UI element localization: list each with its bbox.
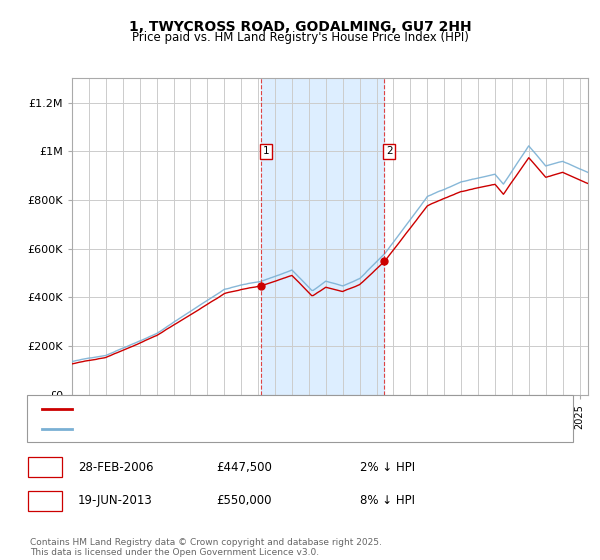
Text: 28-FEB-2006: 28-FEB-2006 xyxy=(78,460,154,474)
Text: 1: 1 xyxy=(41,460,49,474)
Text: 19-JUN-2013: 19-JUN-2013 xyxy=(78,494,153,507)
Text: HPI: Average price, detached house, Waverley: HPI: Average price, detached house, Wave… xyxy=(81,424,322,434)
Text: £447,500: £447,500 xyxy=(216,460,272,474)
Text: 1, TWYCROSS ROAD, GODALMING, GU7 2HH (detached house): 1, TWYCROSS ROAD, GODALMING, GU7 2HH (de… xyxy=(81,404,407,414)
Text: 8% ↓ HPI: 8% ↓ HPI xyxy=(360,494,415,507)
Text: Price paid vs. HM Land Registry's House Price Index (HPI): Price paid vs. HM Land Registry's House … xyxy=(131,31,469,44)
Text: £550,000: £550,000 xyxy=(216,494,271,507)
Text: 1, TWYCROSS ROAD, GODALMING, GU7 2HH: 1, TWYCROSS ROAD, GODALMING, GU7 2HH xyxy=(128,20,472,34)
Text: 2: 2 xyxy=(41,494,49,507)
Bar xyxy=(260,78,385,395)
Text: 1: 1 xyxy=(262,146,269,156)
Text: Contains HM Land Registry data © Crown copyright and database right 2025.
This d: Contains HM Land Registry data © Crown c… xyxy=(30,538,382,557)
Text: 2: 2 xyxy=(386,146,392,156)
Text: 2% ↓ HPI: 2% ↓ HPI xyxy=(360,460,415,474)
